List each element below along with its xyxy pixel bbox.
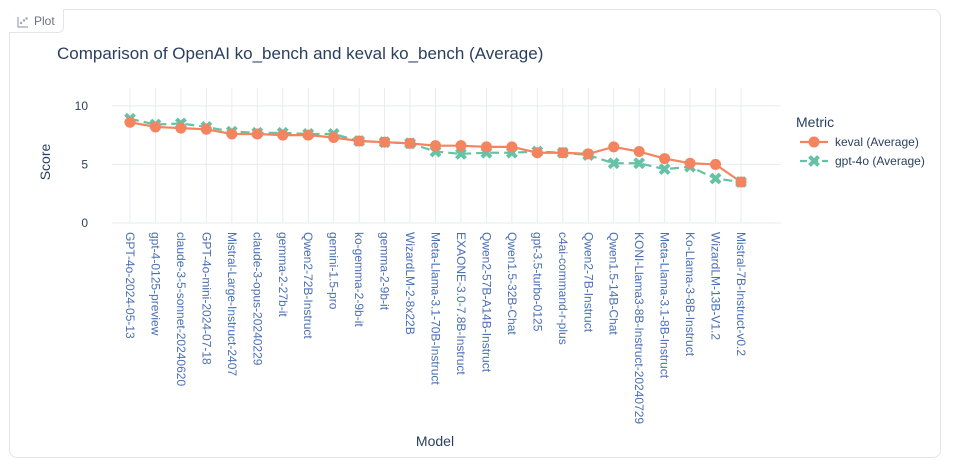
data-point-0-23[interactable] bbox=[710, 158, 722, 170]
data-point-0-9[interactable] bbox=[353, 135, 365, 147]
data-point-0-18[interactable] bbox=[582, 148, 594, 160]
data-point-0-6[interactable] bbox=[277, 129, 289, 141]
data-point-0-8[interactable] bbox=[328, 131, 340, 143]
x-tick-label: Mistral-7B-Instruct-v0.2 bbox=[734, 232, 748, 356]
grid bbox=[112, 88, 781, 224]
x-tick-label: WizardLM-2-8x22B bbox=[403, 232, 417, 335]
data-point-0-15[interactable] bbox=[506, 141, 518, 153]
data-point-0-5[interactable] bbox=[251, 128, 263, 140]
x-tick-label: Qwen1.5-32B-Chat bbox=[505, 232, 519, 335]
data-point-0-3[interactable] bbox=[200, 123, 212, 135]
data-point-0-13[interactable] bbox=[455, 140, 467, 152]
data-point-1-13[interactable] bbox=[455, 147, 467, 160]
x-tick-label: claude-3-opus-20240229 bbox=[250, 232, 264, 366]
data-point-1-20[interactable] bbox=[633, 157, 646, 170]
data-point-0-1[interactable] bbox=[149, 121, 161, 133]
legend-label-0: keval (Average) bbox=[835, 135, 919, 149]
data-point-0-0[interactable] bbox=[124, 116, 136, 128]
series-layer bbox=[124, 112, 747, 188]
y-tick-label: 5 bbox=[81, 157, 88, 171]
data-point-0-10[interactable] bbox=[379, 136, 391, 148]
data-point-0-7[interactable] bbox=[302, 129, 314, 141]
x-tick-label: Qwen2-7B-Instruct bbox=[581, 232, 595, 333]
x-tick-label: gemma-2-9b-it bbox=[378, 232, 392, 311]
data-point-0-11[interactable] bbox=[404, 137, 416, 149]
data-point-0-20[interactable] bbox=[633, 146, 645, 158]
y-axis-title: Score bbox=[37, 144, 53, 181]
x-tick-label: ko-gemma-2-9b-it bbox=[352, 232, 366, 327]
x-tick-label: c4ai-command-r-plus bbox=[556, 232, 570, 345]
data-point-0-17[interactable] bbox=[557, 147, 569, 159]
data-point-1-21[interactable] bbox=[658, 163, 671, 176]
y-tick-label: 10 bbox=[75, 99, 89, 113]
legend-marker-1[interactable] bbox=[808, 155, 820, 167]
x-tick-label: gemini-1.5-pro bbox=[327, 232, 341, 310]
plot-panel bbox=[9, 9, 941, 458]
data-point-1-19[interactable] bbox=[607, 157, 620, 170]
x-tick-label: Meta-Llama-3.1-70B-Instruct bbox=[429, 232, 443, 385]
x-tick-label: EXAONE-3.0-7.8B-Instruct bbox=[454, 232, 468, 375]
x-tick-label: KONI-Llama3-8B-Instruct-20240729 bbox=[632, 232, 646, 424]
data-point-1-23[interactable] bbox=[709, 172, 722, 185]
x-tick-label: gpt-3.5-turbo-0125 bbox=[530, 232, 544, 332]
y-axis-ticks: 0 5 10 bbox=[75, 99, 89, 230]
y-tick-label: 0 bbox=[81, 216, 88, 230]
data-point-0-2[interactable] bbox=[175, 122, 187, 134]
x-tick-label: Qwen2-57B-A14B-Instruct bbox=[479, 232, 493, 373]
chart-title: Comparison of OpenAI ko_bench and keval … bbox=[57, 44, 543, 63]
plot-tab[interactable]: Plot bbox=[9, 9, 64, 33]
data-point-0-24[interactable] bbox=[735, 176, 747, 188]
x-tick-label: claude-3-5-sonnet-20240620 bbox=[174, 232, 188, 386]
x-tick-label: Ko-Llama-3-8B-Instruct bbox=[683, 232, 697, 357]
x-axis-title: Model bbox=[416, 433, 454, 449]
x-tick-label: WizardLM-13B-V1.2 bbox=[709, 232, 723, 340]
scatter-plot-icon bbox=[17, 15, 29, 28]
data-point-0-12[interactable] bbox=[430, 140, 441, 152]
x-tick-label: Qwen2-72B-Instruct bbox=[301, 232, 315, 339]
x-tick-label: gemma-2-27b-it bbox=[276, 232, 290, 317]
legend-item-0[interactable]: keval (Average) bbox=[800, 135, 919, 149]
x-tick-label: Qwen1.5-14B-Chat bbox=[607, 232, 621, 335]
data-point-0-19[interactable] bbox=[608, 141, 620, 153]
legend-title: Metric bbox=[796, 114, 834, 130]
legend[interactable]: Metric keval (Average) gpt-4o (Average) bbox=[796, 114, 925, 168]
x-tick-label: GPT-4o-2024-05-13 bbox=[123, 232, 137, 339]
plot-tab-label: Plot bbox=[34, 13, 55, 28]
legend-label-1: gpt-4o (Average) bbox=[835, 154, 925, 168]
x-tick-label: GPT-4o-mini-2024-07-18 bbox=[199, 232, 213, 365]
x-tick-label: Mistral-Large-Instruct-2407 bbox=[225, 232, 239, 376]
x-axis-ticks: GPT-4o-2024-05-13 gpt-4-0125-preview claud… bbox=[123, 232, 748, 424]
x-tick-label: Meta-Llama-3.1-8B-Instruct bbox=[658, 232, 672, 379]
data-point-0-21[interactable] bbox=[659, 153, 671, 165]
legend-marker-0[interactable] bbox=[808, 136, 820, 148]
data-point-0-22[interactable] bbox=[684, 157, 696, 169]
x-tick-label: gpt-4-0125-preview bbox=[148, 232, 162, 336]
legend-item-1[interactable]: gpt-4o (Average) bbox=[800, 154, 925, 168]
data-point-0-14[interactable] bbox=[480, 141, 492, 153]
data-point-0-16[interactable] bbox=[531, 147, 543, 159]
data-point-0-4[interactable] bbox=[226, 128, 238, 140]
